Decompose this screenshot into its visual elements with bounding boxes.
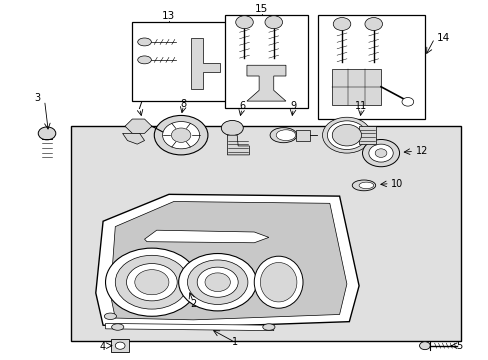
- Circle shape: [178, 253, 256, 311]
- Circle shape: [364, 18, 382, 31]
- Text: 12: 12: [415, 146, 427, 156]
- Circle shape: [197, 267, 238, 297]
- Ellipse shape: [269, 128, 296, 143]
- Ellipse shape: [260, 262, 296, 302]
- Circle shape: [171, 128, 190, 142]
- Polygon shape: [144, 230, 268, 243]
- Ellipse shape: [419, 342, 429, 350]
- Circle shape: [374, 149, 386, 157]
- Text: 1: 1: [231, 337, 237, 347]
- Text: 4: 4: [99, 342, 105, 352]
- Circle shape: [332, 18, 350, 31]
- Circle shape: [264, 16, 282, 29]
- Polygon shape: [227, 135, 249, 155]
- Text: 11: 11: [355, 102, 367, 112]
- Ellipse shape: [254, 256, 303, 308]
- Circle shape: [162, 122, 199, 149]
- Text: 7: 7: [136, 102, 142, 112]
- Polygon shape: [122, 134, 144, 144]
- Polygon shape: [166, 130, 173, 139]
- Text: 9: 9: [289, 102, 296, 112]
- Bar: [317, 15, 424, 119]
- Circle shape: [115, 255, 188, 309]
- Circle shape: [135, 270, 168, 295]
- Polygon shape: [105, 323, 273, 330]
- Ellipse shape: [104, 313, 116, 319]
- Text: 14: 14: [436, 33, 449, 43]
- Bar: [111, 339, 129, 352]
- Polygon shape: [190, 39, 220, 89]
- Circle shape: [235, 16, 253, 29]
- Circle shape: [38, 127, 56, 140]
- Ellipse shape: [221, 121, 243, 135]
- Ellipse shape: [358, 182, 373, 189]
- Text: 5: 5: [456, 341, 462, 351]
- Text: 13: 13: [162, 11, 175, 21]
- Ellipse shape: [351, 180, 375, 191]
- Bar: [331, 69, 380, 105]
- Circle shape: [331, 125, 361, 146]
- Polygon shape: [295, 130, 310, 140]
- Polygon shape: [246, 65, 285, 101]
- Circle shape: [362, 139, 399, 167]
- Polygon shape: [110, 202, 346, 320]
- Ellipse shape: [138, 56, 151, 64]
- Text: 15: 15: [254, 4, 267, 14]
- Text: 2: 2: [190, 299, 196, 309]
- Text: 3: 3: [34, 93, 40, 103]
- Polygon shape: [125, 119, 152, 134]
- Circle shape: [105, 248, 198, 316]
- Ellipse shape: [111, 324, 123, 330]
- Circle shape: [327, 121, 366, 149]
- Circle shape: [368, 144, 392, 162]
- Circle shape: [204, 273, 230, 292]
- Text: 6: 6: [239, 102, 244, 112]
- Bar: [224, 15, 307, 108]
- Circle shape: [126, 264, 177, 301]
- Circle shape: [322, 117, 370, 153]
- Text: 10: 10: [390, 179, 402, 189]
- Polygon shape: [358, 126, 375, 144]
- Circle shape: [401, 98, 413, 106]
- Ellipse shape: [276, 130, 295, 140]
- Circle shape: [154, 116, 207, 155]
- Ellipse shape: [138, 38, 151, 46]
- Circle shape: [115, 342, 125, 349]
- Bar: [132, 22, 239, 101]
- Ellipse shape: [262, 324, 274, 330]
- Text: 8: 8: [180, 99, 186, 109]
- Polygon shape: [96, 194, 358, 327]
- Circle shape: [187, 260, 247, 305]
- Bar: [71, 126, 461, 341]
